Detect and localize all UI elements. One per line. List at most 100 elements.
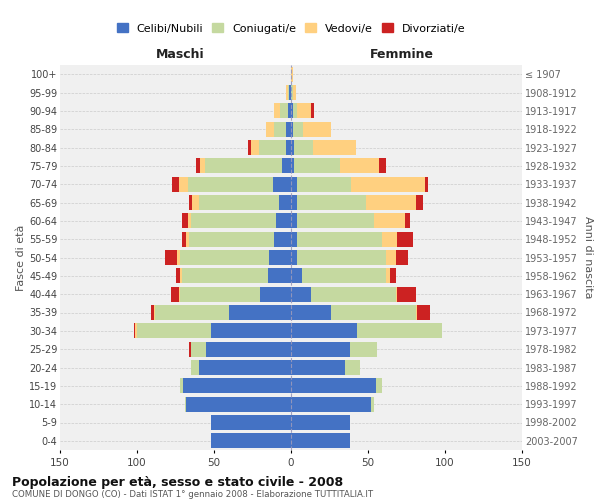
Bar [288,85,289,100]
Bar [291,250,297,265]
Bar [313,140,356,155]
Bar [190,342,191,356]
Bar [155,305,229,320]
Bar [172,176,179,192]
Bar [205,158,282,174]
Bar [191,342,206,356]
Bar [291,324,357,338]
Bar [191,360,199,375]
Bar [185,396,186,411]
Bar [180,378,183,394]
Bar [137,324,211,338]
Bar [274,232,291,246]
Bar [190,232,274,246]
Bar [357,324,442,338]
Bar [291,104,293,118]
Bar [376,378,382,394]
Bar [266,122,274,136]
Bar [297,250,386,265]
Bar [351,176,425,192]
Bar [199,195,278,210]
Bar [311,286,396,302]
Bar [286,140,291,155]
Bar [397,286,416,302]
Bar [180,250,269,265]
Bar [269,250,291,265]
Bar [291,434,350,448]
Bar [211,415,291,430]
Bar [289,85,291,100]
Bar [259,140,286,155]
Bar [291,396,371,411]
Bar [291,286,311,302]
Bar [229,305,291,320]
Bar [294,140,313,155]
Bar [291,158,294,174]
Bar [188,176,272,192]
Bar [297,195,367,210]
Bar [291,66,293,82]
Bar [188,214,191,228]
Bar [282,158,291,174]
Bar [311,104,314,118]
Bar [294,158,340,174]
Bar [211,324,291,338]
Bar [182,268,268,283]
Bar [180,268,182,283]
Bar [291,268,302,283]
Bar [291,415,350,430]
Bar [417,305,430,320]
Bar [286,122,291,136]
Bar [165,250,177,265]
Bar [268,268,291,283]
Bar [196,158,200,174]
Bar [293,104,297,118]
Bar [251,140,259,155]
Bar [248,140,251,155]
Bar [425,176,428,192]
Bar [297,104,311,118]
Bar [389,268,396,283]
Text: COMUNE DI DONGO (CO) - Dati ISTAT 1° gennaio 2008 - Elaborazione TUTTITALIA.IT: COMUNE DI DONGO (CO) - Dati ISTAT 1° gen… [12,490,373,499]
Bar [186,396,291,411]
Bar [350,342,377,356]
Bar [293,85,296,100]
Bar [297,176,351,192]
Bar [416,195,424,210]
Bar [193,195,199,210]
Bar [416,305,417,320]
Bar [134,324,136,338]
Bar [272,176,291,192]
Bar [297,214,374,228]
Text: Popolazione per età, sesso e stato civile - 2008: Popolazione per età, sesso e stato civil… [12,476,343,489]
Bar [291,342,350,356]
Bar [374,214,405,228]
Bar [331,305,416,320]
Bar [179,286,180,302]
Bar [199,360,291,375]
Bar [345,360,360,375]
Bar [179,176,188,192]
Bar [136,324,137,338]
Bar [180,286,260,302]
Bar [396,286,397,302]
Bar [291,85,293,100]
Bar [386,268,389,283]
Bar [274,122,286,136]
Bar [367,195,416,210]
Bar [151,305,154,320]
Bar [275,214,291,228]
Bar [280,104,288,118]
Text: Maschi: Maschi [156,48,205,61]
Bar [286,85,288,100]
Y-axis label: Fasce di età: Fasce di età [16,224,26,290]
Bar [177,250,180,265]
Bar [182,214,188,228]
Bar [382,232,397,246]
Bar [183,378,291,394]
Bar [302,268,386,283]
Bar [291,195,297,210]
Bar [288,104,291,118]
Bar [291,305,331,320]
Bar [371,396,374,411]
